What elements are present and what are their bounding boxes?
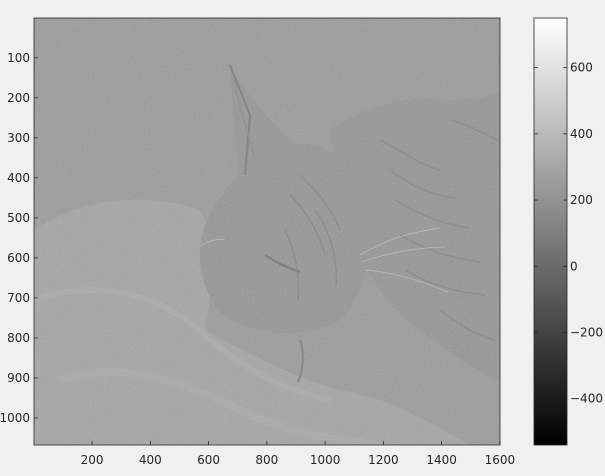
- x-tick-label: 1200: [368, 453, 399, 467]
- y-tick-label: 1000: [0, 411, 30, 425]
- y-tick-label: 900: [7, 371, 30, 385]
- heatmap-image: [34, 18, 500, 445]
- x-tick-label: 800: [255, 453, 278, 467]
- y-tick-label: 200: [7, 91, 30, 105]
- y-tick-label: 100: [7, 51, 30, 65]
- y-tick-label: 800: [7, 331, 30, 345]
- x-tick-label: 600: [197, 453, 220, 467]
- y-axis: 100 200 300 400 500 600 700 800 900 1000: [0, 51, 38, 425]
- x-tick-label: 1400: [426, 453, 457, 467]
- colorbar-tick-label: 0: [570, 259, 578, 273]
- colorbar-tick-label: 600: [570, 61, 593, 75]
- x-tick-label: 200: [81, 453, 104, 467]
- y-tick-label: 300: [7, 131, 30, 145]
- colorbar: [533, 17, 568, 446]
- x-tick-label: 1000: [310, 453, 341, 467]
- x-tick-label: 1600: [485, 453, 516, 467]
- y-tick-label: 700: [7, 291, 30, 305]
- y-tick-label: 400: [7, 171, 30, 185]
- x-axis: 200 400 600 800 1000 1200 1400 1600: [81, 441, 515, 467]
- y-tick-label: 500: [7, 211, 30, 225]
- colorbar-tick-label: 200: [570, 193, 593, 207]
- colorbar-tick-label: 400: [570, 127, 593, 141]
- colorbar-tick-label: −200: [570, 325, 603, 339]
- image-grain: [34, 18, 500, 445]
- colorbar-ticks: −400 −200 0 200 400 600: [534, 61, 603, 406]
- x-tick-label: 400: [139, 453, 162, 467]
- y-tick-label: 600: [7, 251, 30, 265]
- colorbar-tick-label: −400: [570, 392, 603, 406]
